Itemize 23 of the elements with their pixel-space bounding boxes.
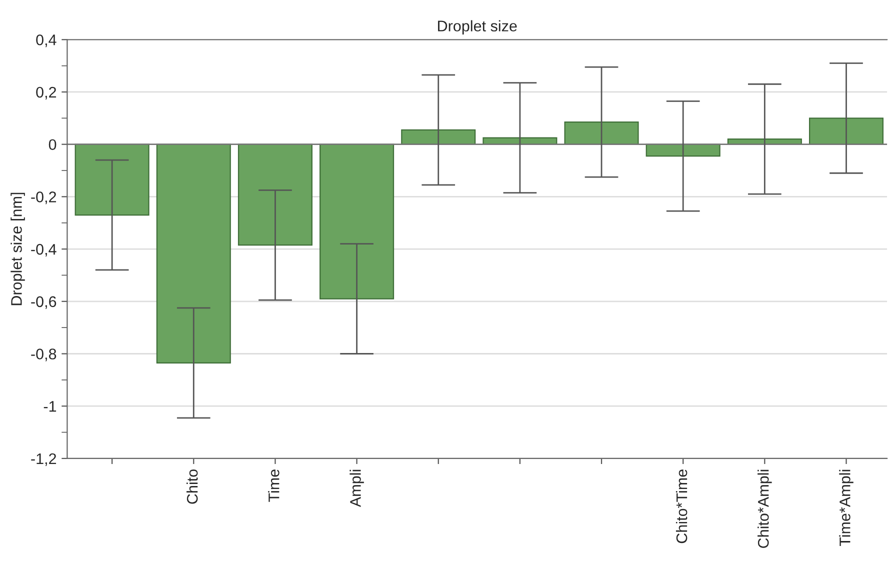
bar [238, 144, 312, 246]
x-tick-label: Ampli [350, 470, 364, 508]
y-tick-label: -1 [44, 401, 56, 412]
y-tick-label: 0 [48, 139, 56, 150]
x-tick-label: Time [268, 470, 280, 502]
chart-title: Droplet size [438, 20, 517, 34]
y-axis-title: Droplet size [nm] [10, 192, 25, 306]
y-tick-label: -1,2 [31, 453, 56, 466]
bar [808, 118, 884, 145]
x-tick-label: Chito*Time [676, 470, 688, 544]
bar [564, 122, 639, 145]
bar [74, 144, 150, 216]
y-tick-label: -0,2 [31, 192, 56, 204]
y-tick-label: -0,6 [31, 296, 56, 309]
y-tick-label: 0,4 [36, 34, 56, 48]
y-tick-label: -0,4 [31, 244, 56, 257]
y-tick-label: 0,2 [36, 86, 56, 100]
x-tick-label: Time*Ampli [839, 470, 854, 546]
bar [156, 144, 231, 364]
y-tick-label: -0,8 [31, 348, 56, 362]
x-tick-label: Chito*Ampli [758, 470, 772, 548]
x-tick-label: Chito [186, 470, 198, 504]
bar [320, 144, 394, 300]
